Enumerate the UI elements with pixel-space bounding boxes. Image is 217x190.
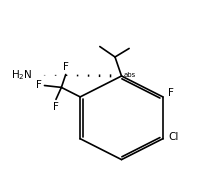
Text: Cl: Cl [168, 132, 179, 142]
Text: H$_2$N: H$_2$N [11, 68, 33, 82]
Text: F: F [63, 62, 69, 72]
Text: F: F [36, 81, 42, 90]
Text: abs: abs [124, 72, 136, 78]
Text: F: F [168, 88, 174, 98]
Text: F: F [53, 102, 59, 112]
